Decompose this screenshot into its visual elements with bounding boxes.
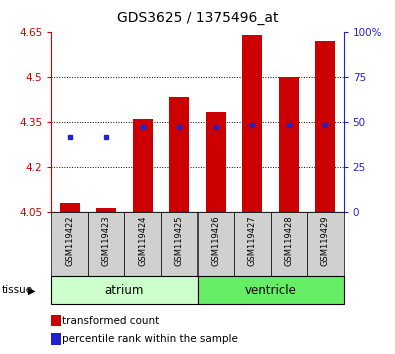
Bar: [51, 315, 61, 326]
Text: GSM119428: GSM119428: [284, 216, 293, 266]
Bar: [169, 97, 189, 212]
Text: GSM119424: GSM119424: [138, 216, 147, 266]
Bar: [96, 208, 116, 212]
Text: GSM119429: GSM119429: [321, 216, 330, 266]
Text: atrium: atrium: [105, 284, 144, 297]
Bar: [88, 212, 124, 276]
Text: GSM119425: GSM119425: [175, 216, 184, 266]
Bar: [161, 212, 198, 276]
Bar: [198, 212, 234, 276]
Bar: [124, 212, 161, 276]
Text: transformed count: transformed count: [62, 316, 160, 326]
Text: percentile rank within the sample: percentile rank within the sample: [62, 334, 238, 344]
Bar: [51, 212, 88, 276]
Bar: [279, 77, 299, 212]
Text: tissue: tissue: [2, 285, 33, 295]
Bar: [51, 333, 61, 345]
Bar: [198, 276, 344, 304]
Text: GSM119427: GSM119427: [248, 216, 257, 266]
Text: GSM119422: GSM119422: [65, 216, 74, 266]
Bar: [133, 119, 153, 212]
Bar: [242, 35, 262, 212]
Text: GSM119426: GSM119426: [211, 216, 220, 266]
Text: GSM119423: GSM119423: [102, 216, 111, 266]
Bar: [206, 112, 226, 212]
Text: ventricle: ventricle: [245, 284, 297, 297]
Bar: [315, 41, 335, 212]
Text: ▶: ▶: [28, 285, 36, 295]
Bar: [51, 276, 198, 304]
Bar: [271, 212, 307, 276]
Bar: [60, 204, 80, 212]
Bar: [307, 212, 344, 276]
Text: GDS3625 / 1375496_at: GDS3625 / 1375496_at: [117, 11, 278, 25]
Bar: [234, 212, 271, 276]
